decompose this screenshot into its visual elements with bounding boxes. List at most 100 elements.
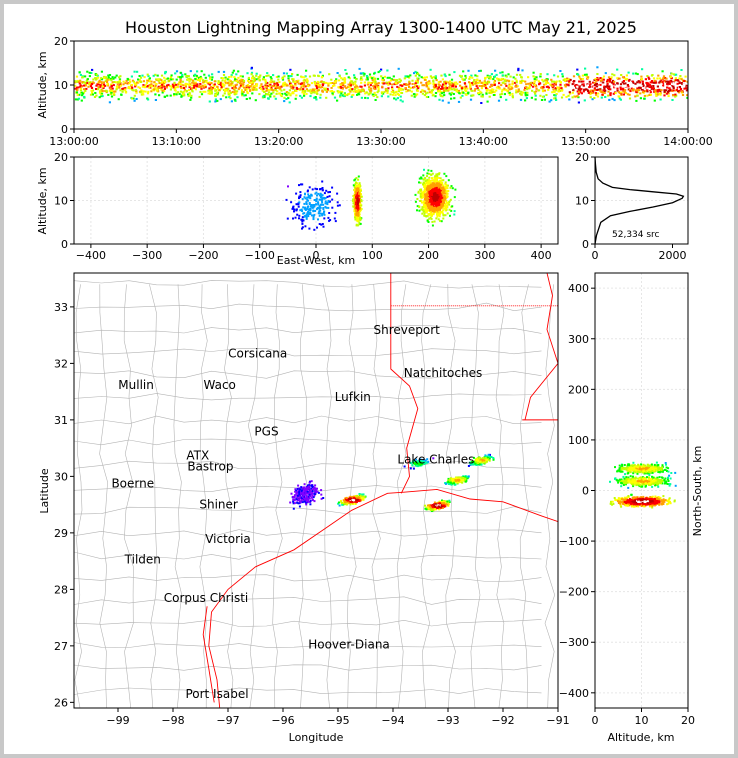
density-pixel [442, 203, 444, 206]
density-pixel [240, 78, 243, 81]
density-pixel [423, 206, 425, 209]
density-pixel [139, 91, 142, 94]
density-pixel [499, 96, 502, 99]
density-pixel [619, 86, 622, 89]
density-pixel [297, 203, 300, 206]
density-pixel [643, 94, 646, 97]
density-pixel [202, 81, 205, 84]
density-pixel [188, 77, 191, 80]
density-pixel [299, 191, 302, 194]
lightning-source [452, 479, 455, 482]
density-pixel [216, 99, 219, 102]
density-pixel [659, 93, 662, 96]
density-pixel [527, 76, 530, 79]
density-pixel [658, 88, 661, 91]
density-pixel [439, 80, 442, 83]
density-pixel [494, 69, 497, 72]
density-pixel [254, 99, 257, 102]
density-pixel [520, 90, 523, 93]
density-pixel [214, 89, 217, 92]
density-pixel [658, 77, 661, 80]
density-pixel [341, 78, 344, 81]
figure-title: Houston Lightning Mapping Array 1300-140… [125, 18, 637, 37]
density-pixel [191, 87, 194, 90]
density-pixel [119, 82, 122, 84]
county-line [199, 284, 208, 708]
density-pixel [443, 89, 446, 92]
density-pixel [532, 85, 535, 88]
density-pixel [377, 82, 380, 85]
density-pixel [315, 200, 318, 203]
density-pixel [510, 85, 513, 88]
density-pixel [456, 82, 459, 85]
density-pixel [360, 195, 363, 198]
density-pixel [108, 89, 111, 92]
density-pixel [138, 87, 142, 90]
density-pixel [392, 91, 395, 93]
density-pixel [562, 93, 565, 96]
density-pixel [576, 85, 579, 88]
density-pixel [175, 93, 178, 96]
mississippi-river-border [524, 273, 558, 421]
density-pixel [628, 89, 632, 91]
density-pixel [428, 202, 431, 205]
density-pixel [365, 91, 368, 94]
density-pixel [434, 77, 437, 80]
density-pixel [450, 81, 453, 84]
density-pixel [148, 86, 151, 89]
density-pixel [353, 208, 356, 211]
density-pixel [665, 80, 668, 83]
density-pixel [627, 85, 630, 88]
density-pixel [543, 89, 546, 92]
density-pixel [354, 204, 357, 207]
density-pixel [436, 197, 439, 200]
density-pixel [296, 73, 299, 76]
density-pixel [356, 93, 359, 96]
density-pixel [81, 81, 84, 84]
density-pixel [430, 205, 433, 208]
density-pixel [321, 74, 324, 77]
density-pixel [446, 192, 449, 195]
density-pixel [448, 203, 451, 206]
lightning-source [347, 499, 350, 502]
density-pixel [616, 82, 619, 85]
density-pixel [332, 85, 335, 87]
density-pixel [303, 83, 306, 86]
density-pixel [98, 80, 101, 83]
density-pixel [250, 79, 253, 82]
density-pixel [345, 87, 348, 90]
density-pixel [604, 96, 607, 98]
density-pixel [678, 91, 681, 94]
density-pixel [317, 212, 320, 215]
density-pixel [328, 73, 331, 76]
density-pixel [381, 85, 384, 88]
density-pixel [91, 91, 94, 94]
density-pixel [86, 82, 89, 84]
density-pixel [443, 194, 446, 197]
density-pixel [341, 87, 344, 90]
density-pixel [392, 78, 395, 81]
density-pixel [600, 96, 603, 99]
density-pixel [110, 85, 113, 88]
density-pixel [356, 219, 358, 222]
density-pixel [348, 85, 351, 88]
density-pixel [491, 90, 494, 93]
density-pixel [241, 75, 244, 78]
density-pixel [259, 74, 262, 77]
density-pixel [429, 194, 431, 197]
density-pixel [661, 81, 664, 84]
density-pixel [421, 206, 424, 209]
lightning-source [351, 503, 354, 505]
density-pixel [353, 186, 356, 189]
density-pixel [479, 90, 482, 93]
density-pixel [149, 84, 152, 86]
density-pixel [606, 80, 609, 83]
density-pixel [353, 189, 356, 192]
density-pixel [292, 217, 294, 220]
density-pixel [431, 177, 433, 180]
density-pixel [308, 75, 312, 78]
density-pixel [580, 87, 583, 90]
time-height-x-ticks: 13:00:00 13:10:00 13:20:00 13:30:00 13:40:00… [49, 129, 713, 148]
density-pixel [655, 94, 658, 97]
y-tick-label: 10 [54, 195, 68, 208]
